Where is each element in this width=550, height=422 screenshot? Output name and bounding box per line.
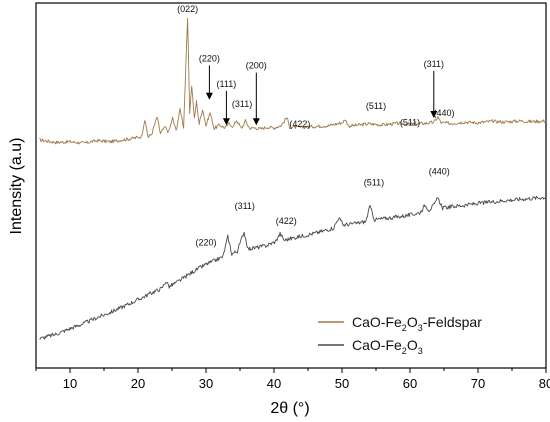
x-tick-label: 10 <box>63 376 77 391</box>
series-line-0 <box>39 17 547 145</box>
peak-label: (200) <box>246 61 267 71</box>
peak-label: (111) <box>217 79 237 89</box>
y-axis-title: Intensity (a.u) <box>8 138 25 235</box>
peak-label: (511) <box>364 178 384 188</box>
x-tick-label: 80 <box>539 376 550 391</box>
annotation-layer: (022) (220) (111) (200) (311) (422) (511) (511)… <box>177 4 454 248</box>
x-tick-label: 30 <box>199 376 213 391</box>
x-tick-label: 40 <box>267 376 281 391</box>
x-axis-title: 2θ (°) <box>270 400 309 417</box>
legend-label-feldspar: CaO-Fe2O3-Feldspar <box>352 314 482 333</box>
peak-label: (440) <box>433 108 454 118</box>
peak-label: (311) <box>424 59 444 69</box>
peak-label: (511) <box>400 117 420 127</box>
peak-arrow-head <box>205 92 213 100</box>
x-tick-label: 70 <box>471 376 485 391</box>
legend: CaO-Fe2O3-Feldspar CaO-Fe2O3 <box>318 314 482 356</box>
peak-label: (511) <box>366 101 386 111</box>
series-line-1 <box>39 195 547 340</box>
peak-label: (422) <box>289 119 310 129</box>
peak-arrow-head <box>222 118 230 126</box>
legend-label-cao-fe2o3: CaO-Fe2O3 <box>352 337 423 356</box>
peak-label: (220) <box>199 53 220 63</box>
x-tick-label: 20 <box>131 376 145 391</box>
x-axis-ticks: 10 20 30 40 50 60 70 80 <box>35 368 550 391</box>
series-layer <box>39 17 547 340</box>
peak-label: (220) <box>195 238 216 248</box>
peak-arrow-head <box>430 110 438 118</box>
peak-label: (311) <box>235 201 255 211</box>
peak-label: (422) <box>276 216 297 226</box>
peak-label: (311) <box>232 99 252 109</box>
plot-frame <box>35 2 547 369</box>
x-tick-label: 50 <box>335 376 349 391</box>
peak-label: (440) <box>429 167 450 177</box>
x-tick-label: 60 <box>403 376 417 391</box>
peak-label: (022) <box>177 4 198 14</box>
peak-arrow-head <box>252 118 260 126</box>
